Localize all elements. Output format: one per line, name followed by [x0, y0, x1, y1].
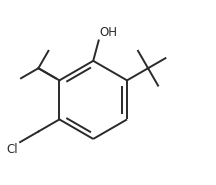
Text: OH: OH	[100, 26, 118, 39]
Text: Cl: Cl	[6, 143, 18, 156]
